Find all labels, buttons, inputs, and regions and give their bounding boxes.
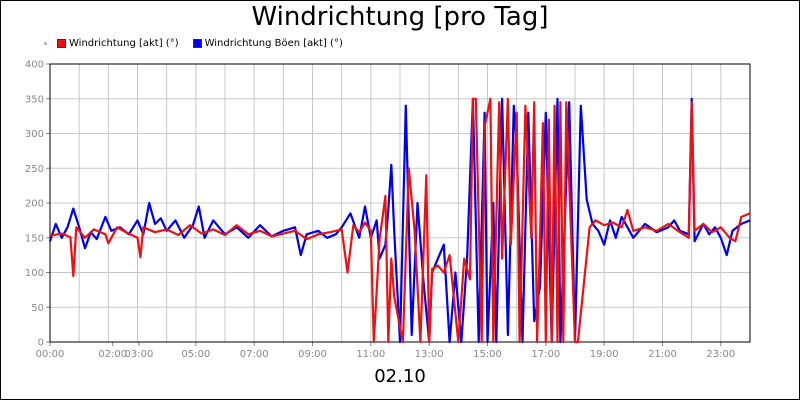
y-tick-label: 0 xyxy=(38,338,44,349)
y-tick-label: 100 xyxy=(25,268,44,279)
legend-swatch-series-2 xyxy=(192,39,202,48)
series-line-1 xyxy=(49,97,751,344)
x-tick-label: 17:00 xyxy=(531,349,560,360)
legend-item-series-2: Windrichtung Böen [akt] (°) xyxy=(192,38,343,49)
y-tick-label: 50 xyxy=(31,303,44,314)
x-tick-label: 02:00 xyxy=(98,349,127,360)
legend-label-series-1: Windrichtung [akt] (°) xyxy=(69,38,179,49)
y-tick-label: 300 xyxy=(25,129,44,140)
legend-label-series-2: Windrichtung Böen [akt] (°) xyxy=(204,38,343,49)
x-tick-label: 00:00 xyxy=(36,349,65,360)
y-tick-label: 200 xyxy=(25,199,44,210)
x-tick-label: 11:00 xyxy=(356,349,385,360)
x-tick-label: 07:00 xyxy=(240,349,269,360)
y-tick-label: 400 xyxy=(25,60,44,71)
x-axis-title: 02.10 xyxy=(374,366,426,387)
x-tick-label: 15:00 xyxy=(473,349,502,360)
y-tick-label: 250 xyxy=(25,164,44,175)
x-tick-label: 03:00 xyxy=(125,349,154,360)
chart-title: Windrichtung [pro Tag] xyxy=(251,2,549,32)
x-tick-label: 09:00 xyxy=(298,349,327,360)
x-tick-label: 05:00 xyxy=(181,349,210,360)
y-tick-label: 350 xyxy=(25,94,44,105)
y-tick-label: 150 xyxy=(25,233,44,244)
legend-swatch-series-1 xyxy=(57,39,66,48)
legend: Windrichtung [akt] (°) Windrichtung Böen… xyxy=(44,38,357,49)
x-tick-label: 19:00 xyxy=(590,349,619,360)
x-tick-label: 21:00 xyxy=(648,349,677,360)
legend-item-series-1: Windrichtung [akt] (°) xyxy=(57,38,179,49)
legend-marker xyxy=(44,42,47,45)
x-tick-label: 13:00 xyxy=(415,349,444,360)
x-tick-label: 23:00 xyxy=(706,349,735,360)
